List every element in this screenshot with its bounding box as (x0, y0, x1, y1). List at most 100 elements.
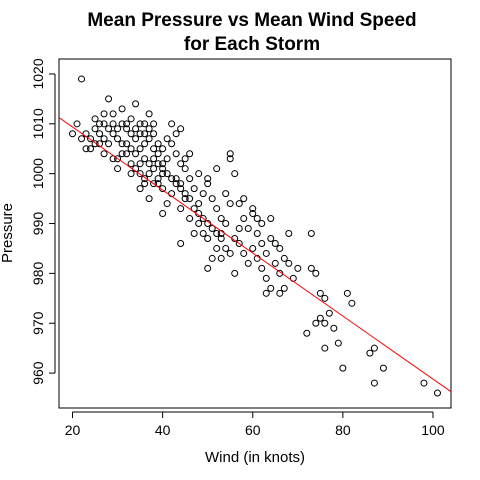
x-axis: 20 40 60 80 100 (65, 411, 445, 438)
data-point (235, 200, 243, 208)
data-point (150, 120, 158, 128)
data-point (105, 95, 113, 103)
data-point (285, 259, 293, 267)
data-point (141, 120, 149, 128)
data-point (325, 309, 333, 317)
data-point (141, 180, 149, 188)
data-point (150, 130, 158, 138)
data-point (204, 234, 212, 242)
data-point (105, 125, 113, 133)
data-point (370, 379, 378, 387)
data-point (127, 130, 135, 138)
data-point (271, 259, 279, 267)
data-point (249, 210, 257, 218)
x-tick-label: 60 (245, 422, 261, 438)
data-point (258, 239, 266, 247)
chart-title-line1: Mean Pressure vs Mean Wind Speed (87, 10, 416, 31)
data-point (181, 165, 189, 173)
data-point (231, 269, 239, 277)
data-point (87, 145, 95, 153)
data-point (195, 220, 203, 228)
data-point (78, 75, 86, 83)
data-point (154, 160, 162, 168)
data-point (195, 170, 203, 178)
data-point (132, 150, 140, 158)
data-point (285, 230, 293, 237)
data-point (208, 225, 216, 233)
y-tick-label: 1020 (30, 58, 46, 89)
data-point (114, 165, 122, 173)
data-point (249, 244, 257, 252)
data-point (127, 160, 135, 168)
data-point (141, 140, 149, 148)
data-point (145, 110, 153, 118)
data-point (240, 249, 248, 257)
data-point (199, 230, 207, 237)
data-point (379, 364, 387, 372)
data-point (159, 165, 167, 173)
data-point (127, 170, 135, 178)
data-point (159, 145, 167, 153)
data-point (186, 150, 194, 158)
data-point (276, 244, 284, 252)
data-point (222, 220, 230, 228)
data-point (213, 244, 221, 252)
data-point (262, 274, 270, 282)
data-point (321, 319, 329, 327)
data-point (123, 150, 131, 158)
data-point (150, 180, 158, 188)
data-point (168, 190, 176, 198)
data-point (114, 155, 122, 163)
data-point (316, 289, 324, 297)
data-point (312, 319, 320, 327)
data-point (168, 120, 176, 128)
data-point (145, 170, 153, 178)
data-point (177, 160, 185, 168)
data-point (204, 264, 212, 272)
data-point (100, 135, 108, 143)
data-point (280, 254, 288, 262)
data-point (136, 170, 144, 178)
data-point (109, 110, 117, 118)
data-point (127, 115, 135, 123)
data-point (213, 205, 221, 213)
data-point (253, 215, 261, 223)
data-point (226, 150, 234, 158)
data-point (262, 289, 270, 297)
data-point (132, 100, 140, 108)
y-tick-label: 1000 (30, 158, 46, 189)
data-point (177, 185, 185, 193)
data-point (366, 349, 374, 357)
data-point (199, 190, 207, 198)
data-point (217, 215, 225, 223)
data-point (235, 239, 243, 247)
data-point (127, 145, 135, 153)
data-point (217, 234, 225, 242)
data-point (181, 190, 189, 198)
data-point (177, 205, 185, 213)
regression-line (58, 117, 452, 393)
data-point (208, 195, 216, 203)
data-point (339, 364, 347, 372)
data-point (213, 230, 221, 237)
data-point (177, 239, 185, 247)
data-point (253, 230, 261, 237)
data-point (172, 150, 180, 158)
data-point (370, 344, 378, 352)
data-point (118, 120, 126, 128)
data-point (163, 200, 171, 208)
data-point (118, 150, 126, 158)
data-point (177, 125, 185, 133)
data-point (321, 294, 329, 302)
data-point (154, 140, 162, 148)
data-point (100, 150, 108, 158)
y-tick-label: 960 (30, 361, 46, 385)
data-point (267, 215, 275, 223)
data-point (100, 120, 108, 128)
data-point (186, 215, 194, 223)
data-point (186, 195, 194, 203)
data-point (163, 155, 171, 163)
data-point (244, 259, 252, 267)
data-point (91, 140, 99, 148)
